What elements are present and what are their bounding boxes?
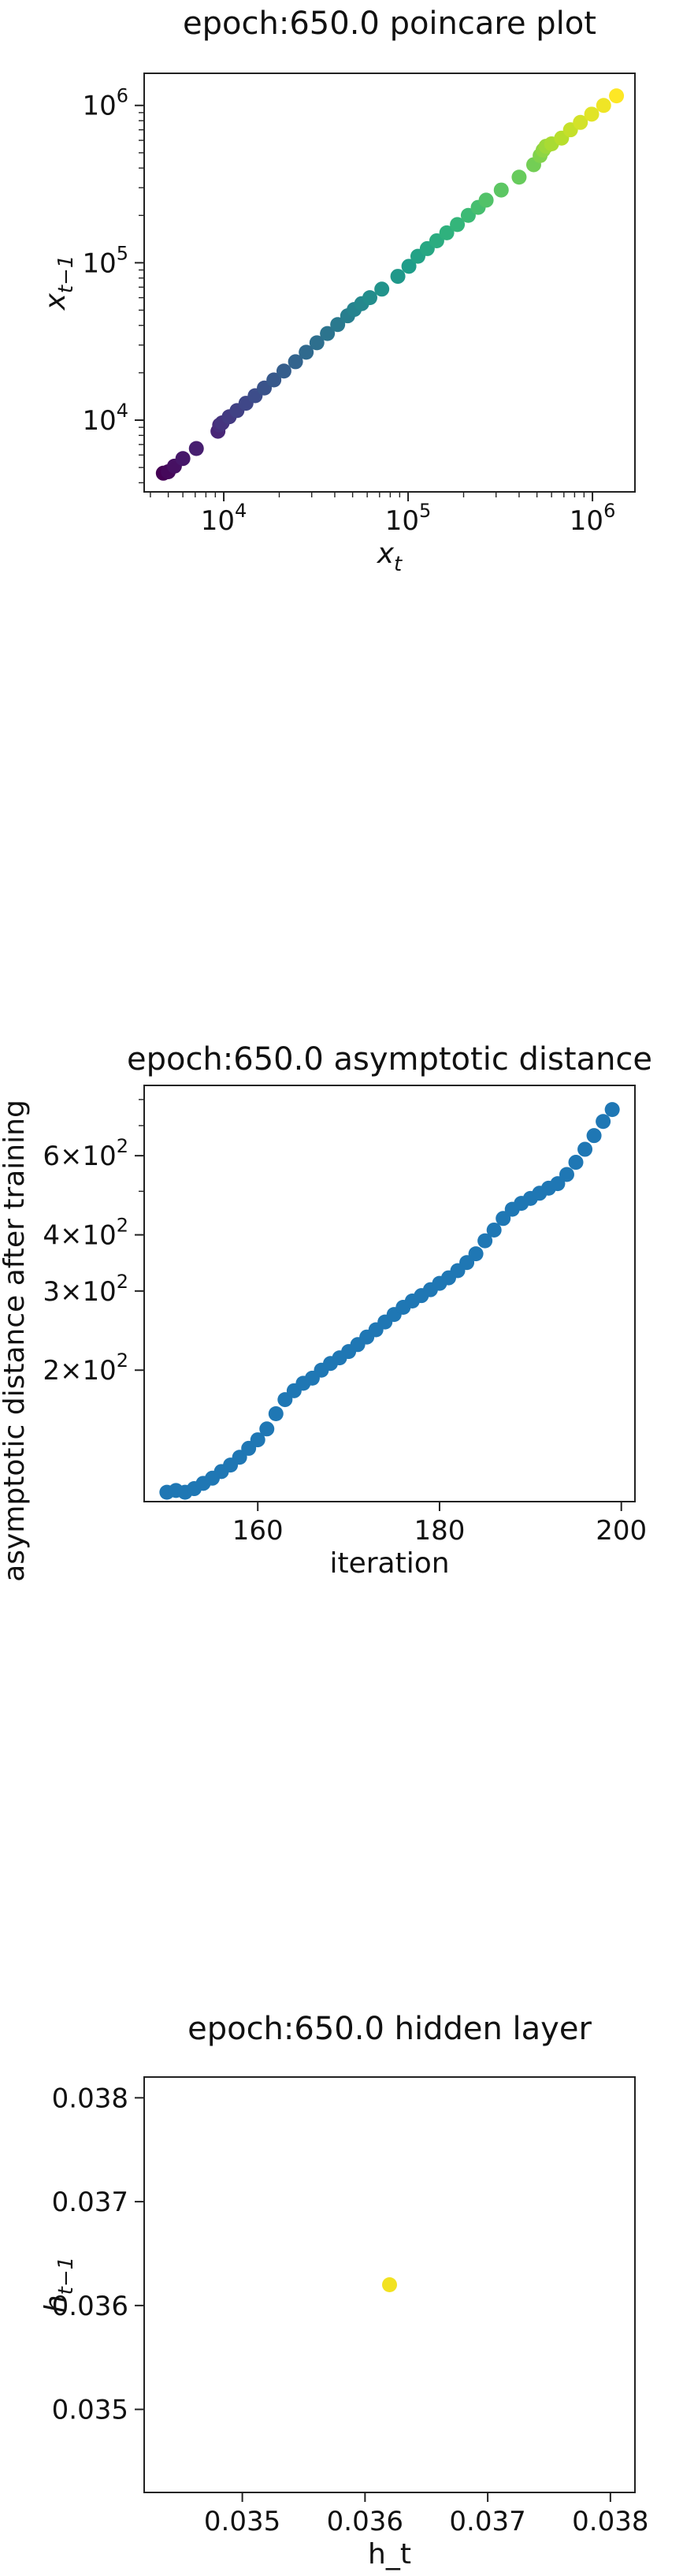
data-point — [609, 88, 625, 104]
plot-frame — [143, 73, 636, 493]
data-point — [511, 169, 527, 185]
data-point — [175, 451, 191, 467]
x-tick-label: 106 — [570, 500, 616, 537]
plot-frame — [143, 2076, 636, 2493]
y-tick-label: 0.037 — [52, 2187, 128, 2218]
chart-title: epoch:650.0 poincare plot — [183, 6, 596, 42]
data-point — [266, 372, 282, 388]
x-tick-label: 0.036 — [327, 2506, 403, 2537]
data-point — [460, 207, 476, 223]
data-point — [477, 1233, 493, 1249]
data-point — [429, 233, 444, 248]
data-point — [250, 1432, 265, 1448]
x-tick-label: 0.035 — [204, 2506, 280, 2537]
data-point — [450, 217, 466, 233]
data-point — [586, 1128, 602, 1144]
data-point — [309, 335, 325, 351]
y-tick-label: 105 — [82, 242, 128, 279]
y-axis-label: xt−1 — [39, 255, 78, 311]
data-point — [577, 1141, 593, 1157]
x-tick-label: 200 — [596, 1515, 647, 1547]
data-point — [568, 1155, 584, 1171]
data-point — [276, 363, 291, 379]
chart-title: epoch:650.0 asymptotic distance — [127, 1041, 652, 1078]
x-tick-label: 105 — [385, 500, 432, 537]
data-point — [330, 317, 346, 333]
y-tick-label: 6×102 — [43, 1135, 128, 1172]
data-point — [268, 1406, 284, 1422]
data-point — [596, 1114, 611, 1130]
data-point — [382, 2277, 397, 2292]
chart-2: epoch:650.0 asymptotic distance 160 180 200… — [0, 1041, 652, 1582]
x-axis-label: h_t — [368, 2538, 411, 2570]
data-point — [299, 344, 314, 360]
data-point — [188, 441, 204, 456]
y-tick-label: 2×102 — [43, 1349, 128, 1387]
data-point — [604, 1102, 620, 1118]
data-point — [390, 269, 406, 285]
chart-1: epoch:650.0 poincare plot 104 105 106 104 105… — [39, 6, 636, 576]
y-tick-label: 106 — [82, 85, 128, 122]
data-point — [478, 192, 494, 208]
y-tick-label: 4×102 — [43, 1215, 128, 1252]
chart-title: epoch:650.0 hidden layer — [187, 2011, 592, 2047]
y-tick-label: 104 — [82, 400, 128, 437]
data-point — [320, 326, 336, 341]
data-point — [584, 106, 599, 122]
data-point — [259, 1421, 275, 1437]
x-tick-label: 180 — [414, 1515, 466, 1547]
plot-frame — [143, 1085, 636, 1502]
data-point — [493, 182, 509, 198]
data-point — [468, 1246, 484, 1262]
x-tick-label: 104 — [201, 500, 247, 537]
y-axis-label: asymptotic distance after training — [0, 1100, 31, 1582]
y-axis-label: ht−1 — [39, 2257, 78, 2313]
data-point — [496, 1211, 511, 1227]
data-point — [550, 1176, 566, 1192]
data-point — [401, 259, 417, 274]
x-tick-label: 160 — [232, 1515, 284, 1547]
y-tick-label: 0.035 — [52, 2395, 128, 2426]
data-point — [439, 225, 455, 240]
data-point — [362, 290, 377, 306]
x-axis-label: iteration — [329, 1547, 449, 1580]
x-tick-label: 0.038 — [572, 2506, 648, 2537]
data-point — [374, 281, 390, 297]
data-point — [559, 1167, 574, 1182]
chart-3: epoch:650.0 hidden layer 0.035 0.036 0.037 0… — [39, 2011, 649, 2570]
y-tick-label: 3×102 — [43, 1271, 128, 1308]
x-tick-label: 0.037 — [449, 2506, 525, 2537]
x-axis-label: xt — [377, 538, 403, 576]
data-point — [573, 114, 588, 130]
data-point — [288, 354, 303, 370]
data-point — [596, 98, 611, 114]
y-tick-label: 0.036 — [52, 2291, 128, 2322]
data-point — [486, 1222, 502, 1238]
y-tick-label: 0.038 — [52, 2083, 128, 2114]
